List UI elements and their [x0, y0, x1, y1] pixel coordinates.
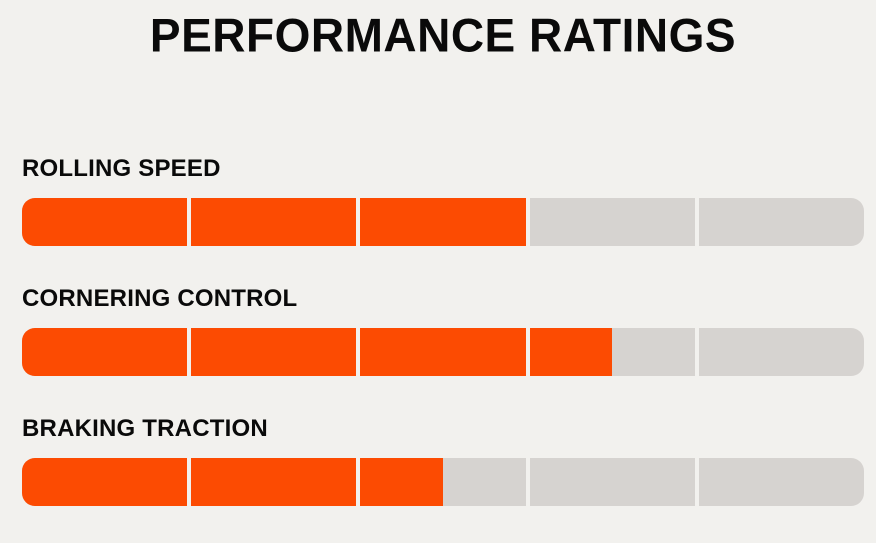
rating-bar — [22, 328, 864, 376]
rating-bar-fill — [360, 328, 526, 376]
rating-bar-fill — [191, 198, 357, 246]
rating-label: BRAKING TRACTION — [22, 415, 268, 442]
rating-bar-segment — [529, 458, 695, 506]
rating-bar-fill — [22, 458, 188, 506]
rating-bar-fill — [22, 198, 188, 246]
rating-bar-segment — [529, 198, 695, 246]
rating-bar-segment — [22, 328, 188, 376]
rating-bar-segment — [360, 458, 526, 506]
rating-bar-segment — [698, 198, 864, 246]
rating-bar — [22, 458, 864, 506]
rating-bar-segment — [360, 198, 526, 246]
rating-row: ROLLING SPEED — [22, 155, 864, 246]
rating-bar-fill — [529, 328, 613, 376]
rating-bar-fill — [360, 458, 443, 506]
rating-bar-segment — [191, 328, 357, 376]
rating-bar-segment — [360, 328, 526, 376]
rating-bar-segment — [191, 198, 357, 246]
rating-row: BRAKING TRACTION — [22, 415, 864, 506]
rating-bar-fill — [360, 198, 526, 246]
rating-bar-fill — [191, 328, 357, 376]
rating-row: CORNERING CONTROL — [22, 285, 864, 376]
ratings-rows: ROLLING SPEED CORNERING CONTROL BRAKING TR… — [22, 155, 864, 506]
rating-label: ROLLING SPEED — [22, 155, 221, 182]
rating-bar-fill — [22, 328, 188, 376]
rating-bar-segment — [22, 198, 188, 246]
rating-bar-segment — [22, 458, 188, 506]
rating-bar-segment — [698, 328, 864, 376]
rating-bar-segment — [191, 458, 357, 506]
rating-bar-segment — [529, 328, 695, 376]
rating-bar — [22, 198, 864, 246]
rating-label: CORNERING CONTROL — [22, 285, 298, 312]
rating-bar-segment — [698, 458, 864, 506]
rating-bar-fill — [191, 458, 357, 506]
page-title: PERFORMANCE RATINGS — [149, 8, 737, 62]
